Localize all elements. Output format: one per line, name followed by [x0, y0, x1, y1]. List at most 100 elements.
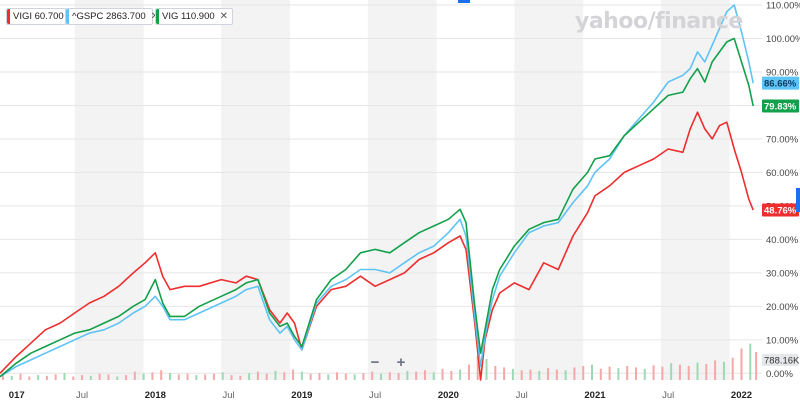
volume-bar [740, 348, 743, 380]
volume-bar [626, 366, 629, 380]
y-tick-label: 110.00% [766, 1, 800, 12]
volume-bar [54, 374, 57, 380]
volume-bar [239, 375, 242, 380]
legend-label-vig: VIG 110.900 [162, 11, 215, 22]
y-tick-label: 40.00% [766, 235, 799, 246]
volume-bar [722, 361, 725, 380]
legend-label-vigi: VIGI 60.700 [13, 11, 64, 22]
y-tick-label: 70.00% [766, 134, 799, 145]
end-label-box [762, 203, 799, 217]
volume-bar [634, 367, 637, 380]
end-label-box [762, 99, 799, 113]
x-tick-label: 2021 [584, 390, 606, 401]
volume-bar [45, 375, 48, 380]
shaded-band [367, 0, 437, 380]
volume-bar [599, 368, 602, 380]
zoom-out-button[interactable]: − [370, 353, 380, 371]
volume-bar [204, 374, 207, 380]
volume-bar [10, 375, 13, 380]
remove-gspc-close-icon[interactable]: ✕ [151, 11, 159, 22]
volume-bar [714, 360, 717, 380]
volume-bar [72, 376, 75, 380]
volume-bar [186, 373, 189, 380]
volume-bar [555, 369, 558, 380]
volume-bar [344, 373, 347, 380]
y-tick-label: 20.00% [766, 302, 799, 313]
volume-bar [503, 367, 506, 380]
volume-bar [529, 369, 532, 380]
volume-bar [573, 367, 576, 380]
volume-label-box [762, 354, 798, 366]
x-tick-label: 2018 [145, 390, 166, 401]
volume-bar [494, 366, 497, 380]
y-tick-label: 90.00% [766, 67, 799, 78]
volume-bar [450, 370, 453, 380]
volume-bar [397, 373, 400, 380]
legend-color-gspc [66, 9, 69, 24]
y-tick-label: 10.00% [766, 335, 799, 346]
volume-bar [459, 369, 462, 380]
volume-bar [230, 375, 233, 380]
volume-bar [705, 363, 708, 380]
legend-chip-vigi[interactable]: VIGI 60.700 [6, 8, 66, 25]
volume-bar [142, 373, 145, 380]
end-label-box [762, 76, 799, 90]
remove-vig-close-icon[interactable]: ✕ [219, 11, 229, 22]
y-tick-label: 30.00% [766, 268, 799, 279]
volume-bar [327, 374, 330, 380]
volume-bar [652, 365, 655, 380]
volume-bar [670, 363, 673, 380]
volume-bar [617, 368, 620, 380]
volume-bar [511, 368, 514, 380]
volume-bar [116, 376, 119, 380]
zoom-in-button[interactable]: + [396, 353, 406, 371]
volume-bar [81, 375, 84, 380]
volume-bar [678, 364, 681, 380]
volume-bar [582, 366, 585, 380]
volume-bar [731, 357, 734, 380]
volume-bar [388, 372, 391, 380]
volume-bar [415, 371, 418, 380]
volume-bar [125, 375, 128, 380]
volume-bar [441, 368, 444, 380]
x-tick-label: Jul [369, 390, 381, 401]
volume-bar [643, 368, 646, 380]
x-tick-label: Jul [223, 390, 235, 401]
volume-bar [221, 372, 224, 380]
legend-color-vigi [7, 9, 10, 24]
volume-bar [63, 373, 66, 380]
volume-bar [564, 370, 567, 380]
volume-bar [98, 373, 101, 380]
volume-bar [467, 364, 470, 380]
series-line-gspc [0, 4, 754, 378]
legend-color-vig [156, 9, 159, 24]
x-tick-label: Jul [516, 390, 528, 401]
volume-bar [274, 370, 277, 380]
volume-bar [432, 372, 435, 380]
volume-bar [520, 370, 523, 380]
volume-bar [248, 373, 251, 380]
volume-bar [292, 369, 295, 380]
volume-bar [1, 374, 4, 380]
x-tick-label: 2022 [731, 390, 752, 401]
legend-chip-vig[interactable]: VIG 110.900 ✕ [155, 8, 233, 25]
end-label-text: 79.83% [764, 102, 797, 113]
volume-bar [591, 364, 594, 380]
volume-bar [687, 366, 690, 380]
scroll-handle[interactable] [796, 188, 800, 212]
volume-bar [309, 373, 312, 380]
y-tick-label: 60.00% [766, 168, 799, 179]
x-tick-label: 2019 [291, 390, 312, 401]
volume-bar [336, 372, 339, 380]
yahoo-finance-logo: yahoo/finance [575, 9, 743, 34]
shaded-band [221, 0, 291, 380]
volume-bar [195, 375, 198, 380]
shaded-band [74, 0, 144, 380]
volume-bar [28, 376, 31, 380]
volume-bar [168, 373, 171, 380]
volume-bar [283, 372, 286, 380]
legend-chip-gspc[interactable]: ^GSPC 2863.700 ✕ [65, 8, 159, 25]
y-tick-label: 100.00% [766, 34, 800, 45]
